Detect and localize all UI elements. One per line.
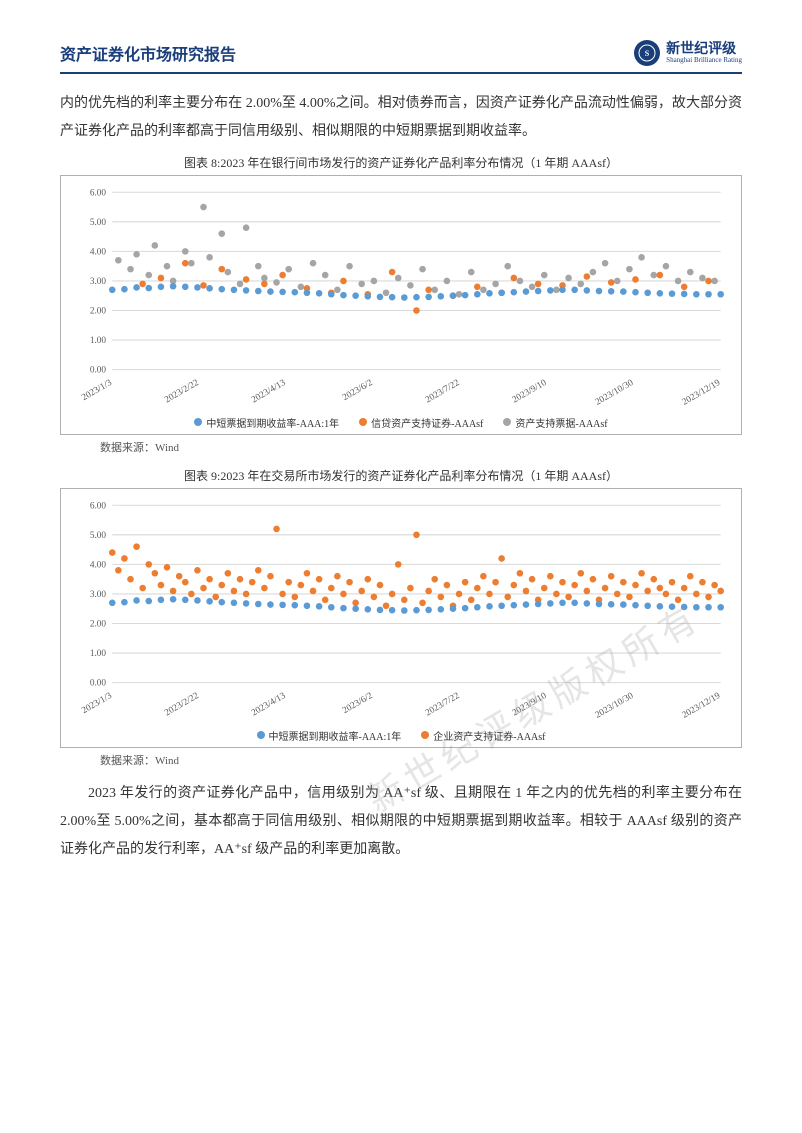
svg-text:2023/9/10: 2023/9/10 <box>511 378 549 406</box>
chart8-legend: 中短票据到期收益率-AAA:1年 信贷资产支持证券-AAAsf 资产支持票据-AAA… <box>71 415 731 430</box>
legend-item: 中短票据到期收益率-AAA:1年 <box>194 415 339 430</box>
chart9-legend: 中短票据到期收益率-AAA:1年 企业资产支持证券-AAAsf <box>71 728 731 743</box>
svg-text:2023/7/22: 2023/7/22 <box>424 691 462 719</box>
svg-text:0.00: 0.00 <box>90 366 107 376</box>
svg-text:4.00: 4.00 <box>90 560 107 570</box>
svg-text:6.00: 6.00 <box>90 188 107 198</box>
svg-text:2023/1/3: 2023/1/3 <box>80 378 114 403</box>
svg-text:2023/1/3: 2023/1/3 <box>80 691 114 716</box>
legend-item: 信贷资产支持证券-AAAsf <box>359 415 483 430</box>
svg-text:2023/10/30: 2023/10/30 <box>594 691 636 721</box>
legend-item: 资产支持票据-AAAsf <box>503 415 607 430</box>
chart9-plot: 0.00 1.00 2.00 3.00 4.00 5.00 6.00 2023/1/3 2023… <box>71 497 731 724</box>
chart8-source: 数据来源：Wind <box>100 439 742 455</box>
svg-text:5.00: 5.00 <box>90 531 107 541</box>
brand-logo-icon: S <box>634 40 660 66</box>
svg-text:2023/12/19: 2023/12/19 <box>681 691 723 721</box>
page-header: 资产证券化市场研究报告 S 新世纪评级 Shanghai Brilliance … <box>60 40 742 74</box>
paragraph-1: 内的优先档的利率主要分布在 2.00%至 4.00%之间。相对债券而言，因资产证… <box>60 90 742 146</box>
chart8-container: 0.00 1.00 2.00 3.00 4.00 5.00 6.00 2023/1/3 2023… <box>60 175 742 435</box>
legend-item: 中短票据到期收益率-AAA:1年 <box>257 728 402 743</box>
svg-text:3.00: 3.00 <box>90 590 107 600</box>
svg-text:2023/7/22: 2023/7/22 <box>424 378 462 406</box>
svg-text:3.00: 3.00 <box>90 277 107 287</box>
paragraph-2: 2023 年发行的资产证券化产品中，信用级别为 AA⁺sf 级、且期限在 1 年… <box>60 780 742 864</box>
chart8-plot: 0.00 1.00 2.00 3.00 4.00 5.00 6.00 2023/1/3 2023… <box>71 184 731 411</box>
svg-text:6.00: 6.00 <box>90 501 107 511</box>
chart9-source: 数据来源：Wind <box>100 752 742 768</box>
svg-text:2.00: 2.00 <box>90 619 107 629</box>
svg-text:5.00: 5.00 <box>90 218 107 228</box>
svg-text:2023/6/2: 2023/6/2 <box>341 378 375 403</box>
chart8-title: 图表 8:2023 年在银行间市场发行的资产证券化产品利率分布情况（1 年期 A… <box>60 154 742 171</box>
svg-text:2023/9/10: 2023/9/10 <box>511 691 549 719</box>
chart9-title: 图表 9:2023 年在交易所市场发行的资产证券化产品利率分布情况（1 年期 A… <box>60 467 742 484</box>
svg-text:1.00: 1.00 <box>90 336 107 346</box>
brand: S 新世纪评级 Shanghai Brilliance Rating <box>634 40 742 66</box>
svg-text:2023/6/2: 2023/6/2 <box>341 691 375 716</box>
svg-text:2023/10/30: 2023/10/30 <box>594 378 636 408</box>
svg-text:2023/12/19: 2023/12/19 <box>681 378 723 408</box>
svg-text:2023/4/13: 2023/4/13 <box>250 378 288 406</box>
chart9-container: 0.00 1.00 2.00 3.00 4.00 5.00 6.00 2023/1/3 2023… <box>60 488 742 748</box>
brand-name-en: Shanghai Brilliance Rating <box>666 57 742 65</box>
svg-text:S: S <box>645 49 650 58</box>
svg-text:2023/4/13: 2023/4/13 <box>250 691 288 719</box>
svg-text:2023/2/22: 2023/2/22 <box>163 691 201 719</box>
report-title: 资产证券化市场研究报告 <box>60 41 236 65</box>
svg-text:4.00: 4.00 <box>90 247 107 257</box>
legend-item: 企业资产支持证券-AAAsf <box>421 728 545 743</box>
brand-name-cn: 新世纪评级 <box>666 41 742 56</box>
svg-text:0.00: 0.00 <box>90 679 107 689</box>
svg-text:1.00: 1.00 <box>90 649 107 659</box>
svg-text:2.00: 2.00 <box>90 307 107 317</box>
svg-text:2023/2/22: 2023/2/22 <box>163 378 201 406</box>
